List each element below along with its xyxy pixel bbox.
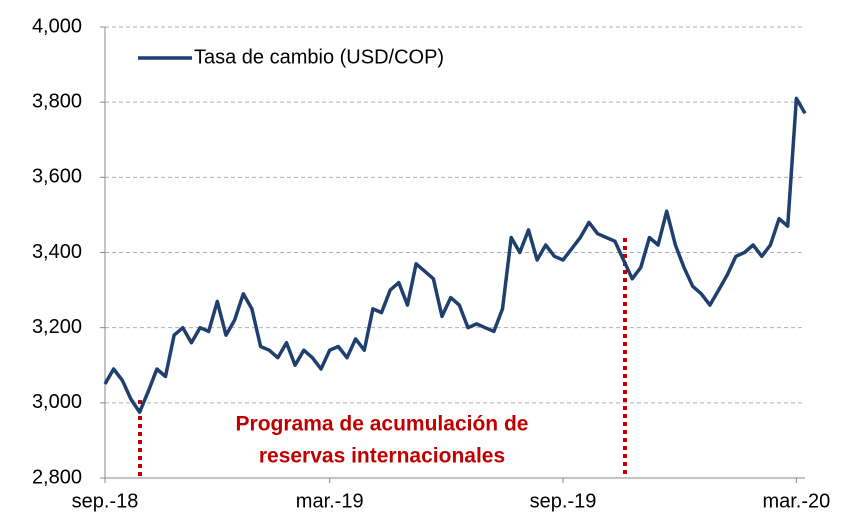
- y-tick-label: 2,800: [32, 466, 82, 488]
- x-tick-label: mar.-20: [762, 490, 830, 512]
- y-tick-label: 3,600: [32, 166, 82, 188]
- annotation: Programa de acumulación de: [236, 413, 529, 436]
- x-tick-label: sep.-18: [72, 490, 139, 512]
- y-tick-label: 3,200: [32, 316, 82, 338]
- x-tick-label: sep.-19: [530, 490, 597, 512]
- y-tick-label: 3,000: [32, 391, 82, 413]
- y-tick-label: 3,800: [32, 90, 82, 112]
- y-tick-label: 4,000: [32, 15, 82, 37]
- annotation: reservas internacionales: [259, 445, 505, 468]
- x-tick-label: mar.-19: [296, 490, 364, 512]
- legend-label: Tasa de cambio (USD/COP): [194, 46, 444, 68]
- line-series: [103, 96, 807, 414]
- y-tick-label: 3,400: [32, 241, 82, 263]
